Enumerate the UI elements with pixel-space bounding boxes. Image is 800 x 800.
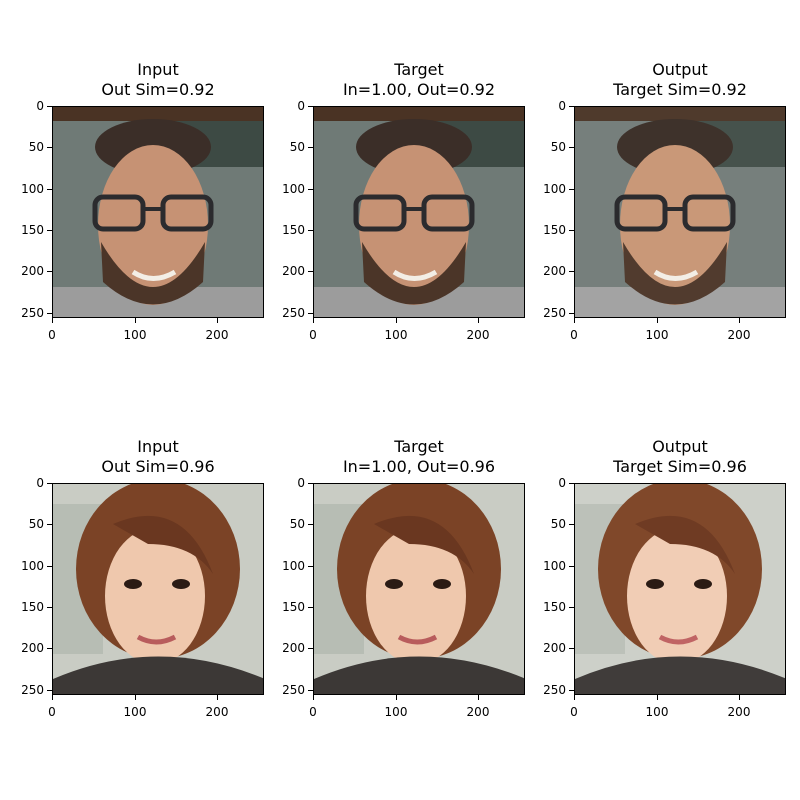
y-tick-label: 150 <box>21 223 44 237</box>
y-tick-label: 0 <box>558 476 566 490</box>
y-tick-label: 200 <box>543 641 566 655</box>
y-tick-label: 50 <box>28 140 44 154</box>
y-tick-label: 100 <box>21 182 44 196</box>
x-tick-label: 0 <box>570 705 578 719</box>
y-tick-label: 100 <box>543 182 566 196</box>
panel-title-line2: Target Sim=0.92 <box>613 80 747 99</box>
panel-title-line2: Out Sim=0.92 <box>101 80 215 99</box>
y-tick-label: 200 <box>282 264 305 278</box>
y-tick-label: 0 <box>297 476 305 490</box>
y-tick-label: 50 <box>550 517 566 531</box>
y-tick-label: 150 <box>21 600 44 614</box>
x-tick-label: 200 <box>727 328 751 342</box>
y-tick-label: 150 <box>543 600 566 614</box>
y-tick-label: 0 <box>558 99 566 113</box>
face-image-woman <box>52 483 264 695</box>
y-tick-label: 150 <box>282 600 305 614</box>
x-tick-label: 200 <box>727 705 751 719</box>
x-tick-label: 0 <box>309 328 317 342</box>
x-tick-label: 0 <box>309 705 317 719</box>
x-tick-label: 200 <box>205 328 229 342</box>
x-tick-label: 100 <box>645 705 669 719</box>
y-tick-label: 0 <box>36 99 44 113</box>
y-tick-label: 0 <box>297 99 305 113</box>
face-image-man <box>52 106 264 318</box>
panel-row1-input: Input Out Sim=0.92 0 50 100 150 200 250 … <box>21 60 264 342</box>
panel-title-line1: Input <box>137 60 179 79</box>
x-tick-label: 100 <box>123 705 147 719</box>
panel-title-line1: Target <box>394 437 444 456</box>
panel-row2-output: Output Target Sim=0.96 0 50 100 150 200 … <box>543 437 786 719</box>
panel-row2-target: Target In=1.00, Out=0.96 0 50 100 150 20… <box>282 437 525 719</box>
panel-title: Input Out Sim=0.92 <box>28 60 288 100</box>
y-tick-label: 50 <box>28 517 44 531</box>
y-tick-label: 200 <box>21 641 44 655</box>
y-tick-label: 100 <box>543 559 566 573</box>
x-tick-label: 0 <box>48 328 56 342</box>
panel-title-line2: Target Sim=0.96 <box>613 457 747 476</box>
panel-title-line2: In=1.00, Out=0.92 <box>342 80 496 99</box>
face-image-woman <box>313 483 525 695</box>
y-tick-label: 250 <box>21 683 44 697</box>
panel-title-line1: Input <box>137 437 179 456</box>
panel-row1-target: Target In=1.00, Out=0.92 0 50 100 150 20… <box>282 60 525 342</box>
panel-title-line1: Target <box>394 60 444 79</box>
y-tick-label: 200 <box>21 264 44 278</box>
panel-title: Target In=1.00, Out=0.96 <box>289 437 549 477</box>
y-tick-label: 50 <box>289 140 305 154</box>
x-tick-label: 200 <box>205 705 229 719</box>
y-tick-label: 150 <box>282 223 305 237</box>
x-tick-label: 0 <box>570 328 578 342</box>
face-image-man <box>574 106 786 318</box>
panel-title-line1: Output <box>652 60 708 79</box>
x-tick-label: 200 <box>466 705 490 719</box>
panel-title-line1: Output <box>652 437 708 456</box>
y-tick-label: 50 <box>550 140 566 154</box>
panel-title-line2: Out Sim=0.96 <box>101 457 215 476</box>
y-tick-label: 250 <box>543 306 566 320</box>
x-tick-label: 200 <box>466 328 490 342</box>
panel-title: Output Target Sim=0.92 <box>550 60 800 100</box>
x-tick-label: 100 <box>645 328 669 342</box>
y-tick-label: 100 <box>282 559 305 573</box>
x-tick-label: 100 <box>384 705 408 719</box>
x-tick-label: 100 <box>123 328 147 342</box>
panel-row2-input: Input Out Sim=0.96 0 50 100 150 200 250 … <box>21 437 264 719</box>
y-tick-label: 250 <box>282 683 305 697</box>
y-tick-label: 50 <box>289 517 305 531</box>
y-tick-label: 150 <box>543 223 566 237</box>
face-image-woman <box>574 483 786 695</box>
y-tick-label: 250 <box>282 306 305 320</box>
y-tick-label: 200 <box>543 264 566 278</box>
y-tick-label: 250 <box>543 683 566 697</box>
panel-title: Output Target Sim=0.96 <box>550 437 800 477</box>
panel-title: Input Out Sim=0.96 <box>28 437 288 477</box>
y-tick-label: 250 <box>21 306 44 320</box>
x-tick-label: 100 <box>384 328 408 342</box>
face-image-man <box>313 106 525 318</box>
panel-title: Target In=1.00, Out=0.92 <box>289 60 549 100</box>
y-tick-label: 200 <box>282 641 305 655</box>
y-tick-label: 100 <box>21 559 44 573</box>
panel-row1-output: Output Target Sim=0.92 0 50 100 150 200 … <box>543 60 786 342</box>
panel-title-line2: In=1.00, Out=0.96 <box>342 457 496 476</box>
x-tick-label: 0 <box>48 705 56 719</box>
y-tick-label: 100 <box>282 182 305 196</box>
y-tick-label: 0 <box>36 476 44 490</box>
